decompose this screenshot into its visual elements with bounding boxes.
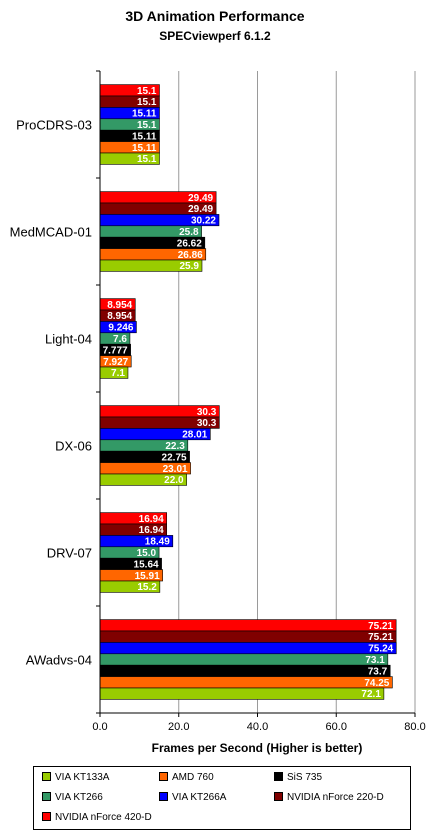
bar-value-label: 7.927: [103, 357, 128, 368]
legend-item: AMD 760: [159, 771, 214, 784]
bar-value-label: 16.94: [139, 525, 164, 536]
legend-label: NVIDIA nForce 220-D: [287, 792, 384, 803]
bar-value-label: 73.1: [365, 655, 385, 666]
bar: [99, 630, 397, 643]
bar-value-label: 75.21: [368, 621, 393, 632]
bar-value-label: 30.22: [191, 216, 216, 227]
legend-item: VIA KT133A: [42, 771, 110, 784]
x-tick-label: 80.0: [404, 721, 425, 733]
bar-value-label: 7.777: [103, 345, 128, 356]
x-tick-label: 20.0: [168, 721, 189, 733]
category-label: ProCDRS-03: [16, 118, 92, 133]
bar-value-label: 8.954: [107, 311, 132, 322]
legend-label: SiS 735: [287, 772, 323, 783]
bar-value-label: 25.9: [180, 261, 200, 272]
bar: [99, 642, 397, 655]
x-tick-label: 0.0: [92, 721, 107, 733]
bar-value-label: 9.246: [108, 323, 133, 334]
category-label: DX-06: [55, 439, 92, 454]
legend-label: VIA KT266A: [172, 792, 227, 803]
legend-item: NVIDIA nForce 420-D: [42, 811, 152, 824]
bar-value-label: 28.01: [182, 430, 207, 441]
legend-swatch: [42, 771, 51, 781]
legend-item: SiS 735: [274, 771, 323, 784]
chart-title: 3D Animation Performance: [125, 8, 304, 24]
bar-value-label: 16.94: [139, 514, 164, 525]
bar-value-label: 15.1: [137, 97, 157, 108]
category-label: MedMCAD-01: [10, 225, 92, 240]
bar-value-label: 26.86: [178, 250, 203, 261]
bar: [99, 687, 385, 700]
legend-item: VIA KT266A: [159, 791, 227, 804]
x-tick-label: 60.0: [326, 721, 347, 733]
bar-value-label: 15.2: [137, 582, 157, 593]
bar-value-label: 15.0: [137, 548, 157, 559]
bars: 15.115.115.1115.115.1115.1115.129.4929.4…: [99, 84, 397, 700]
legend-item: VIA KT266: [42, 791, 103, 804]
bar-value-label: 15.1: [137, 154, 157, 165]
bar-value-label: 18.49: [145, 537, 170, 548]
bar-value-label: 22.75: [162, 452, 187, 463]
legend-swatch: [42, 811, 51, 821]
legend-swatch: [274, 771, 283, 781]
x-tick-label: 40.0: [247, 721, 268, 733]
bar-value-label: 15.1: [137, 86, 157, 97]
bar-value-label: 30.3: [197, 418, 217, 429]
bar: [99, 676, 393, 689]
bar-value-label: 75.24: [368, 644, 393, 655]
legend-swatch: [159, 791, 168, 801]
category-label: AWadvs-04: [26, 653, 92, 668]
legend-label: NVIDIA nForce 420-D: [55, 812, 152, 823]
chart-subtitle: SPECviewperf 6.1.2: [159, 29, 271, 43]
bar-value-label: 72.1: [361, 689, 381, 700]
legend-swatch: [274, 791, 283, 801]
bar-value-label: 29.49: [188, 204, 213, 215]
bar-value-label: 7.1: [111, 368, 125, 379]
x-axis-label: Frames per Second (Higher is better): [152, 741, 363, 755]
legend-item: NVIDIA nForce 220-D: [274, 791, 384, 804]
bar-value-label: 15.1: [137, 120, 157, 131]
bar: [99, 664, 391, 677]
grid-lines: [178, 71, 416, 713]
bar-value-label: 15.11: [132, 143, 157, 154]
category-label: DRV-07: [47, 546, 92, 561]
bar: [99, 653, 389, 666]
bar-value-label: 15.11: [132, 109, 157, 120]
bar-value-label: 15.91: [135, 571, 160, 582]
legend-swatch: [159, 771, 168, 781]
category-label: Light-04: [45, 332, 92, 347]
legend-swatch: [42, 791, 51, 801]
bar: [99, 619, 397, 632]
bar-value-label: 15.11: [132, 131, 157, 142]
bar-value-label: 15.64: [134, 559, 159, 570]
bar-value-label: 73.7: [368, 666, 388, 677]
bar-value-label: 74.25: [364, 678, 389, 689]
bar-value-label: 29.49: [188, 193, 213, 204]
legend-label: AMD 760: [172, 772, 214, 783]
bar-value-label: 30.3: [197, 407, 217, 418]
bar-value-label: 75.21: [368, 632, 393, 643]
axes: 0.0 20.0 40.0 60.0 80.0 ProCDRS-03 MedMCAD-01 L…: [10, 70, 426, 733]
bar-value-label: 25.8: [179, 227, 199, 238]
legend: VIA KT133A AMD 760 SiS 735 VIA KT266 VIA KT2…: [33, 766, 411, 830]
legend-label: VIA KT133A: [55, 772, 110, 783]
bar-value-label: 7.6: [113, 334, 127, 345]
bar-value-label: 23.01: [163, 464, 188, 475]
bar-value-label: 8.954: [107, 300, 132, 311]
bar-value-label: 22.0: [164, 475, 184, 486]
bar-value-label: 22.3: [165, 441, 185, 452]
legend-label: VIA KT266: [55, 792, 103, 803]
bar-value-label: 26.62: [177, 238, 202, 249]
